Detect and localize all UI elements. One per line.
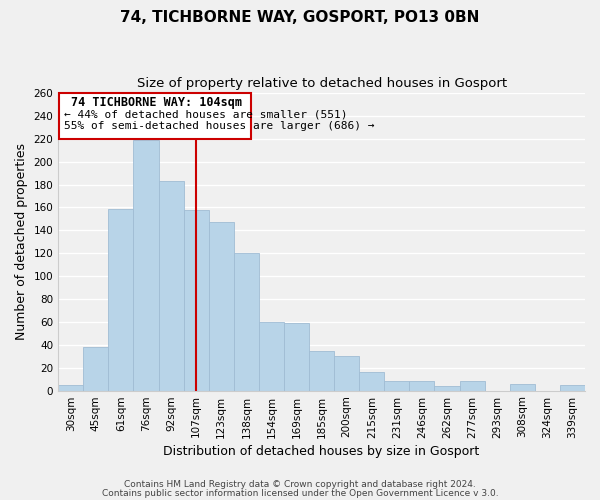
Text: 55% of semi-detached houses are larger (686) →: 55% of semi-detached houses are larger (… [64,120,375,130]
Bar [309,350,334,391]
Text: 74 TICHBORNE WAY: 104sqm: 74 TICHBORNE WAY: 104sqm [71,96,242,110]
Bar [334,356,359,390]
Title: Size of property relative to detached houses in Gosport: Size of property relative to detached ho… [137,78,506,90]
Bar [259,322,284,390]
Bar [359,372,385,390]
Bar [109,208,133,390]
Bar [560,385,585,390]
Text: Contains HM Land Registry data © Crown copyright and database right 2024.: Contains HM Land Registry data © Crown c… [124,480,476,489]
Y-axis label: Number of detached properties: Number of detached properties [15,144,28,340]
Bar [460,382,485,390]
Bar [409,382,434,390]
Bar [83,347,109,391]
Bar [209,222,234,390]
Bar [133,140,158,390]
Bar [58,385,83,390]
Bar [510,384,535,390]
Text: ← 44% of detached houses are smaller (551): ← 44% of detached houses are smaller (55… [64,109,348,119]
Text: Contains public sector information licensed under the Open Government Licence v : Contains public sector information licen… [101,490,499,498]
Bar [158,181,184,390]
Bar [434,386,460,390]
Bar [284,323,309,390]
X-axis label: Distribution of detached houses by size in Gosport: Distribution of detached houses by size … [163,444,480,458]
Bar [234,254,259,390]
Bar [184,210,209,390]
Text: 74, TICHBORNE WAY, GOSPORT, PO13 0BN: 74, TICHBORNE WAY, GOSPORT, PO13 0BN [121,10,479,25]
Bar [385,382,409,390]
FancyBboxPatch shape [59,93,251,139]
